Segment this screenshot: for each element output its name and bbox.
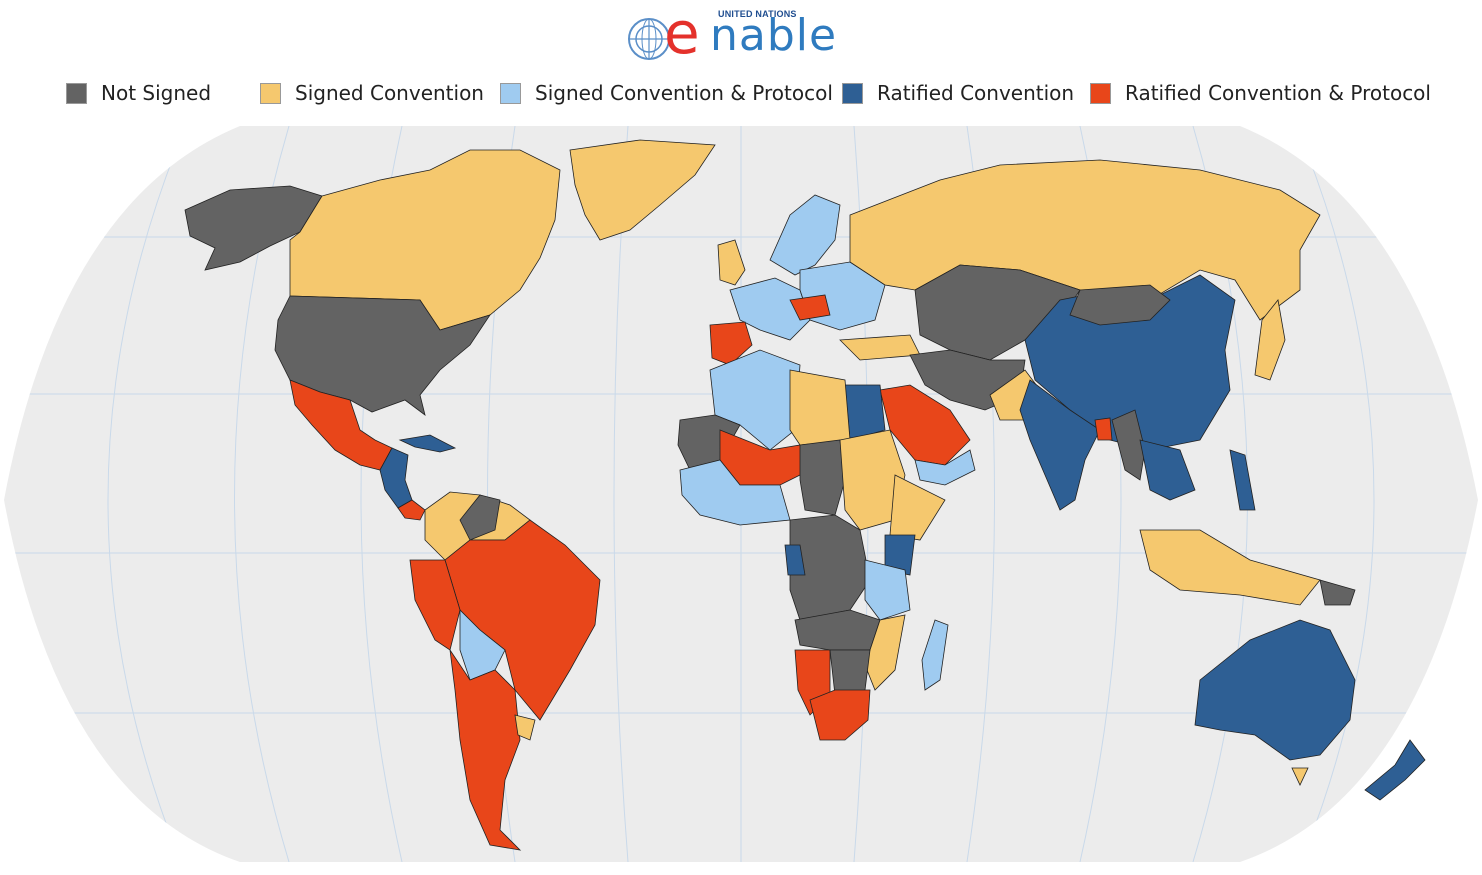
region-gabon-cameroon <box>784 544 806 576</box>
region-spain <box>709 321 753 366</box>
region-japan <box>1254 299 1286 381</box>
region-greenland <box>569 139 716 241</box>
brand-e: e <box>664 0 700 67</box>
region-india <box>1019 379 1101 511</box>
legend-item-ratified-convention: Ratified Convention <box>842 78 1074 108</box>
region-chad <box>799 439 846 516</box>
region-png <box>1319 579 1356 606</box>
region-mongolia <box>1069 284 1171 326</box>
region-hungary <box>789 294 831 321</box>
legend: Not Signed Signed Convention Signed Conv… <box>0 78 1482 108</box>
region-alaska <box>184 185 323 271</box>
region-guyana <box>459 494 501 541</box>
region-libya <box>789 369 851 446</box>
region-kenya <box>884 534 916 576</box>
region-indonesia <box>1139 529 1321 606</box>
legend-item-not-signed: Not Signed <box>66 78 211 108</box>
world-map-svg <box>4 126 1478 862</box>
legend-item-signed-protocol: Signed Convention & Protocol <box>500 78 833 108</box>
header: UNITED NATIONS e nable <box>0 0 1482 70</box>
region-botswana-zimbabwe <box>829 649 871 696</box>
un-enable-logo <box>626 10 866 66</box>
region-central-america <box>379 447 413 509</box>
region-canada <box>289 149 561 331</box>
region-saudi-arabia <box>879 384 971 466</box>
legend-label: Not Signed <box>101 81 212 105</box>
region-argentina-chile <box>449 649 522 851</box>
region-tasmania <box>1291 767 1309 786</box>
legend-swatch-signed-convention <box>260 82 281 104</box>
region-uruguay <box>514 714 536 741</box>
region-uk <box>717 239 746 286</box>
region-south-africa <box>809 689 871 741</box>
region-new-zealand <box>1364 739 1426 801</box>
region-central-africa <box>789 514 871 621</box>
un-emblem-icon <box>628 18 670 60</box>
legend-label: Signed Convention <box>295 81 484 105</box>
legend-item-ratified-protocol: Ratified Convention & Protocol <box>1090 78 1431 108</box>
region-southeast-asia <box>1139 439 1196 501</box>
countries <box>184 139 1426 851</box>
brand-text: nable <box>710 10 838 61</box>
legend-label: Ratified Convention <box>877 81 1075 105</box>
region-philippines <box>1229 449 1256 511</box>
legend-swatch-not-signed <box>66 82 87 104</box>
region-australia <box>1194 619 1356 761</box>
world-map <box>0 118 1482 870</box>
legend-item-signed-convention: Signed Convention <box>260 78 484 108</box>
legend-label: Signed Convention & Protocol <box>535 81 833 105</box>
region-myanmar <box>1111 409 1146 481</box>
region-yemen-oman <box>914 449 976 486</box>
legend-swatch-ratified-protocol <box>1090 82 1111 104</box>
legend-swatch-ratified-convention <box>842 82 863 104</box>
region-madagascar <box>921 619 949 691</box>
region-bangladesh <box>1094 417 1113 441</box>
region-east-africa <box>864 559 911 621</box>
region-western-europe <box>729 277 811 341</box>
region-panama <box>397 499 426 521</box>
region-ethiopia <box>889 474 946 541</box>
region-usa <box>274 295 491 416</box>
legend-swatch-signed-protocol <box>500 82 521 104</box>
un-label: UNITED NATIONS <box>718 9 797 19</box>
region-egypt <box>844 384 886 441</box>
legend-label: Ratified Convention & Protocol <box>1125 81 1431 105</box>
region-scandinavia <box>769 194 841 276</box>
region-cuba <box>398 434 457 453</box>
